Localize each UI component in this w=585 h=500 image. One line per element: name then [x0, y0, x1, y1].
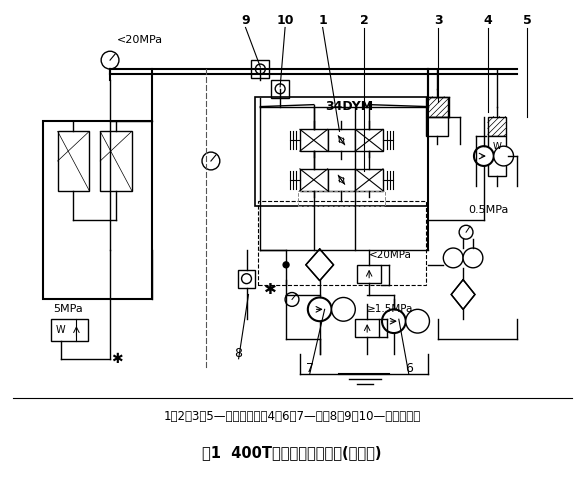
Bar — [298, 190, 385, 206]
Circle shape — [494, 146, 514, 166]
Text: 图1  400T油压机液压系统图(改进前): 图1 400T油压机液压系统图(改进前) — [202, 445, 382, 460]
Text: 5: 5 — [523, 14, 532, 27]
Bar — [300, 130, 328, 151]
Circle shape — [474, 146, 494, 166]
Text: 3: 3 — [434, 14, 443, 27]
Polygon shape — [306, 249, 333, 280]
Circle shape — [406, 310, 429, 333]
Circle shape — [256, 64, 266, 74]
Bar — [355, 319, 379, 337]
Circle shape — [283, 262, 289, 268]
Bar — [51, 319, 88, 341]
Bar — [328, 130, 355, 151]
Text: 9: 9 — [241, 14, 250, 27]
Bar — [271, 80, 289, 98]
Bar — [328, 169, 355, 190]
Circle shape — [332, 298, 355, 321]
Bar — [300, 169, 328, 190]
Bar — [43, 122, 152, 300]
Circle shape — [463, 248, 483, 268]
Bar — [488, 156, 505, 176]
Text: <20MPa: <20MPa — [369, 250, 412, 260]
Text: 6: 6 — [405, 362, 412, 375]
Text: 2: 2 — [360, 14, 369, 27]
Bar — [100, 132, 132, 190]
Circle shape — [202, 152, 220, 170]
Text: 7: 7 — [306, 362, 314, 375]
Bar — [488, 116, 505, 136]
Text: ✱: ✱ — [111, 352, 123, 366]
Text: 34DYM: 34DYM — [325, 100, 373, 113]
Bar — [357, 265, 381, 282]
Circle shape — [443, 248, 463, 268]
Text: 1: 1 — [318, 14, 327, 27]
Circle shape — [242, 274, 252, 283]
Circle shape — [275, 84, 285, 94]
Bar — [238, 270, 256, 287]
Circle shape — [459, 226, 473, 239]
Text: 0.5MPa: 0.5MPa — [468, 206, 508, 216]
Bar — [256, 96, 428, 206]
Text: 1、2、3、5—电磁换向阀；4、6、7—泵；8、9、10—液控单向阀: 1、2、3、5—电磁换向阀；4、6、7—泵；8、9、10—液控单向阀 — [163, 410, 421, 422]
Text: W: W — [56, 325, 66, 335]
Text: ≥1.5MPa: ≥1.5MPa — [367, 304, 414, 314]
Bar — [426, 116, 448, 136]
Text: 8: 8 — [235, 348, 243, 360]
Bar — [355, 169, 383, 190]
Bar — [355, 130, 383, 151]
Circle shape — [285, 292, 299, 306]
Bar — [58, 132, 90, 190]
Circle shape — [308, 298, 332, 321]
Bar — [426, 96, 448, 116]
Bar — [252, 60, 269, 78]
Text: 10: 10 — [276, 14, 294, 27]
Text: ✱: ✱ — [264, 282, 277, 297]
Bar — [488, 136, 505, 156]
Text: <20MPa: <20MPa — [117, 36, 163, 46]
Text: 5MPa: 5MPa — [53, 304, 82, 314]
Circle shape — [101, 51, 119, 69]
Polygon shape — [451, 280, 475, 310]
Circle shape — [382, 310, 406, 333]
Text: 4: 4 — [483, 14, 492, 27]
Bar — [259, 200, 425, 284]
Text: W: W — [492, 142, 501, 150]
